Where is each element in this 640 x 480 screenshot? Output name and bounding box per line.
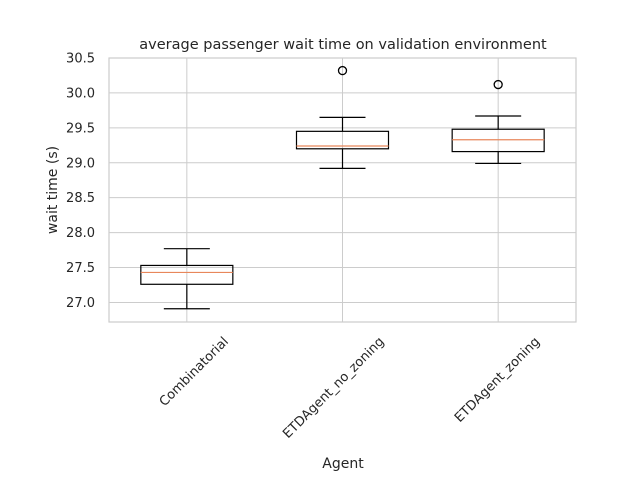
plot-frame	[108, 57, 577, 323]
x-tick-label: ETDAgent_no_zoning	[280, 334, 387, 441]
iqr-box	[140, 264, 234, 285]
x-tick-label: Combinatorial	[157, 334, 232, 409]
box-group	[451, 79, 545, 165]
y-tick-label: 29.0	[66, 156, 95, 171]
y-tick-label: 27.5	[66, 261, 95, 276]
box-group	[140, 248, 234, 310]
y-tick-label: 30.0	[66, 86, 95, 101]
y-tick-label: 29.5	[66, 121, 95, 136]
y-tick-label: 28.5	[66, 191, 95, 206]
x-tick-labels: Combinatorial ETDAgent_no_zoning ETDAgent_…	[157, 334, 544, 441]
y-tick-labels: 27.0 27.5 28.0 28.5 29.0 29.5 30.0 30.5	[66, 52, 95, 311]
box-group	[295, 65, 390, 169]
y-axis-label: wait time (s)	[45, 146, 61, 234]
outlier-point	[493, 79, 503, 90]
chart-title: average passenger wait time on validatio…	[139, 37, 547, 53]
iqr-box	[295, 130, 390, 150]
x-tick-label: ETDAgent_zoning	[452, 334, 543, 425]
x-axis-label: Agent	[322, 456, 364, 472]
y-tick-label: 30.5	[66, 52, 95, 67]
outlier-point	[337, 65, 348, 76]
grid	[109, 57, 576, 322]
boxes	[140, 65, 545, 310]
y-tick-label: 27.0	[66, 296, 95, 311]
y-tick-label: 28.0	[66, 226, 95, 241]
iqr-box	[451, 128, 545, 153]
